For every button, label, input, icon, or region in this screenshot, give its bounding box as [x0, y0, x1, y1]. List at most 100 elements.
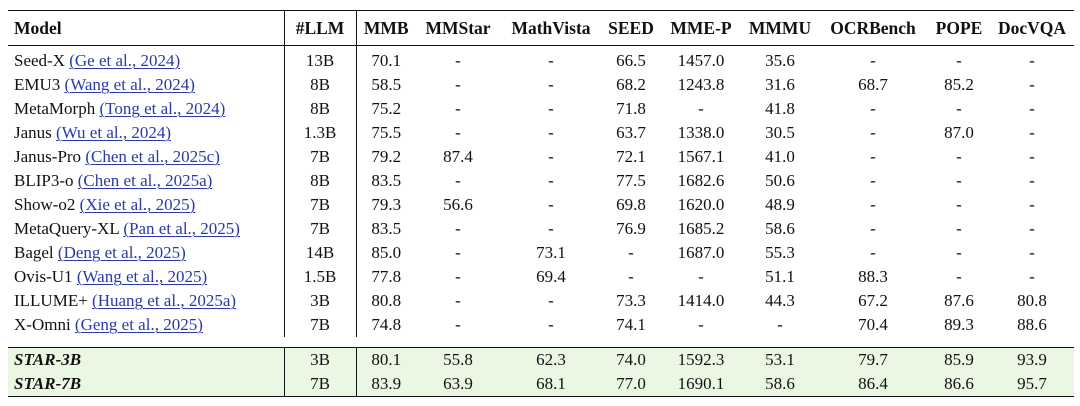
model-name: Ovis-U1	[14, 267, 73, 286]
citation-link[interactable]: (Wang et al., 2024)	[64, 75, 195, 94]
score-cell-docvqa: -	[1029, 219, 1035, 238]
score-cell-mmb: 70.1	[371, 51, 402, 70]
llm-size-cell: 13B	[284, 45, 357, 73]
score-cell-seed: 63.7	[616, 123, 646, 142]
score-cell-seed: -	[628, 243, 634, 262]
citation-link[interactable]: (Pan et al., 2025)	[123, 219, 240, 238]
score-cell-seed: 77.0	[602, 372, 660, 397]
model-cell: Janus-Pro (Chen et al., 2025c)	[8, 145, 285, 169]
score-cell-pope: -	[956, 195, 962, 214]
column-header-mme-p: MME-P	[660, 10, 742, 46]
score-cell-seed: 74.1	[616, 315, 646, 334]
model-name: MetaMorph	[14, 99, 96, 118]
model-cell: EMU3 (Wang et al., 2024)	[8, 73, 285, 97]
citation-link[interactable]: (Chen et al., 2025a)	[77, 171, 213, 190]
score-cell-mme-p: 1685.2	[677, 219, 725, 238]
score-cell-docvqa: -	[1029, 147, 1035, 166]
column-header-docvqa: DocVQA	[990, 10, 1074, 46]
score-cell-seed: 74.0	[602, 347, 660, 372]
llm-size-cell: 7B	[284, 372, 357, 397]
llm-size-cell: 7B	[284, 145, 357, 169]
citation-link[interactable]: (Ge et al., 2024)	[69, 51, 181, 70]
score-cell-mmstar: -	[455, 315, 461, 334]
score-cell-docvqa: -	[1029, 195, 1035, 214]
score-cell-mmmu: 44.3	[765, 291, 795, 310]
score-cell-mathvista: -	[548, 75, 554, 94]
table-row: BLIP3-o (Chen et al., 2025a) 8B 83.5- -77.5…	[8, 169, 1074, 193]
score-cell-mathvista: -	[548, 195, 554, 214]
citation-link[interactable]: (Tong et al., 2024)	[99, 99, 226, 118]
llm-size-cell: 1.3B	[284, 121, 357, 145]
score-cell-pope: -	[956, 51, 962, 70]
score-cell-ocrbench: -	[870, 99, 876, 118]
score-cell-docvqa: 95.7	[990, 372, 1074, 397]
column-header-pope: POPE	[928, 10, 990, 46]
citation-link[interactable]: (Chen et al., 2025c)	[85, 147, 220, 166]
score-cell-mmb: 75.2	[371, 99, 402, 118]
score-cell-mmstar: -	[455, 99, 461, 118]
table-row: Show-o2 (Xie et al., 2025) 7B 79.3 56.6-69.…	[8, 193, 1074, 217]
header-row: Model #LLM MMB MMStar MathVista SEED MME-P MMMU…	[8, 10, 1074, 46]
score-cell-seed: 66.5	[616, 51, 646, 70]
model-cell: BLIP3-o (Chen et al., 2025a)	[8, 169, 285, 193]
score-cell-pope: 86.6	[928, 372, 990, 397]
score-cell-docvqa: 88.6	[1017, 315, 1047, 334]
score-cell-ocrbench: 70.4	[858, 315, 888, 334]
score-cell-ocrbench: 88.3	[858, 267, 888, 286]
score-cell-mmstar: -	[455, 291, 461, 310]
model-cell: ILLUME+ (Huang et al., 2025a)	[8, 289, 285, 313]
citation-link[interactable]: (Geng et al., 2025)	[74, 315, 203, 334]
score-cell-mmb: 85.0	[371, 243, 402, 262]
score-cell-mmmu: 30.5	[765, 123, 795, 142]
score-cell-mme-p: 1682.6	[677, 171, 725, 190]
score-cell-mathvista: -	[548, 219, 554, 238]
table-row: ILLUME+ (Huang et al., 2025a) 3B 80.8- -73.…	[8, 289, 1074, 313]
score-cell-mmb: 83.5	[371, 219, 402, 238]
score-cell-mmstar: -	[455, 51, 461, 70]
score-cell-docvqa: -	[1029, 99, 1035, 118]
model-cell: MetaMorph (Tong et al., 2024)	[8, 97, 285, 121]
score-cell-mme-p: 1690.1	[660, 372, 742, 397]
score-cell-pope: 85.9	[928, 347, 990, 372]
score-cell-seed: -	[628, 267, 634, 286]
score-cell-mathvista: -	[548, 171, 554, 190]
score-cell-mme-p: -	[698, 267, 704, 286]
score-cell-mathvista: 62.3	[500, 347, 602, 372]
model-cell: Show-o2 (Xie et al., 2025)	[8, 193, 285, 217]
model-cell: X-Omni (Geng et al., 2025)	[8, 313, 285, 337]
score-cell-mmstar: -	[455, 219, 461, 238]
score-cell-seed: 73.3	[616, 291, 646, 310]
score-cell-mmb: 79.3	[371, 195, 402, 214]
table-row: EMU3 (Wang et al., 2024) 8B 58.5- -68.2 1243…	[8, 73, 1074, 97]
score-cell-mmmu: 55.3	[765, 243, 795, 262]
score-cell-ocrbench: 68.7	[858, 75, 888, 94]
model-name: Bagel	[14, 243, 54, 262]
score-cell-mmmu: -	[777, 315, 783, 334]
llm-size-cell: 8B	[284, 73, 357, 97]
column-header-ocrbench: OCRBench	[818, 10, 928, 46]
citation-link[interactable]: (Xie et al., 2025)	[79, 195, 196, 214]
llm-size-cell: 3B	[284, 347, 357, 372]
score-cell-mathvista: -	[548, 291, 554, 310]
score-cell-mmb: 58.5	[371, 75, 402, 94]
column-header-mmb: MMB	[356, 10, 416, 46]
score-cell-mme-p: 1338.0	[677, 123, 725, 142]
citation-link[interactable]: (Wu et al., 2024)	[56, 123, 172, 142]
score-cell-mme-p: 1567.1	[677, 147, 725, 166]
score-cell-pope: 85.2	[944, 75, 974, 94]
citation-link[interactable]: (Huang et al., 2025a)	[92, 291, 237, 310]
score-cell-mathvista: -	[548, 315, 554, 334]
citation-link[interactable]: (Deng et al., 2025)	[57, 243, 186, 262]
score-cell-ocrbench: -	[870, 219, 876, 238]
table-row: MetaQuery-XL (Pan et al., 2025) 7B 83.5- -7…	[8, 217, 1074, 241]
score-cell-mmmu: 48.9	[765, 195, 795, 214]
score-cell-pope: -	[956, 171, 962, 190]
score-cell-docvqa: -	[1029, 51, 1035, 70]
score-cell-mmstar: -	[455, 267, 461, 286]
citation-link[interactable]: (Wang et al., 2025)	[76, 267, 208, 286]
score-cell-pope: 87.0	[944, 123, 974, 142]
score-cell-mmmu: 41.8	[765, 99, 795, 118]
score-cell-ocrbench: 86.4	[818, 372, 928, 397]
table-row: X-Omni (Geng et al., 2025) 7B 74.8- -74.1- -…	[8, 313, 1074, 337]
model-name: STAR-3B	[14, 350, 82, 369]
